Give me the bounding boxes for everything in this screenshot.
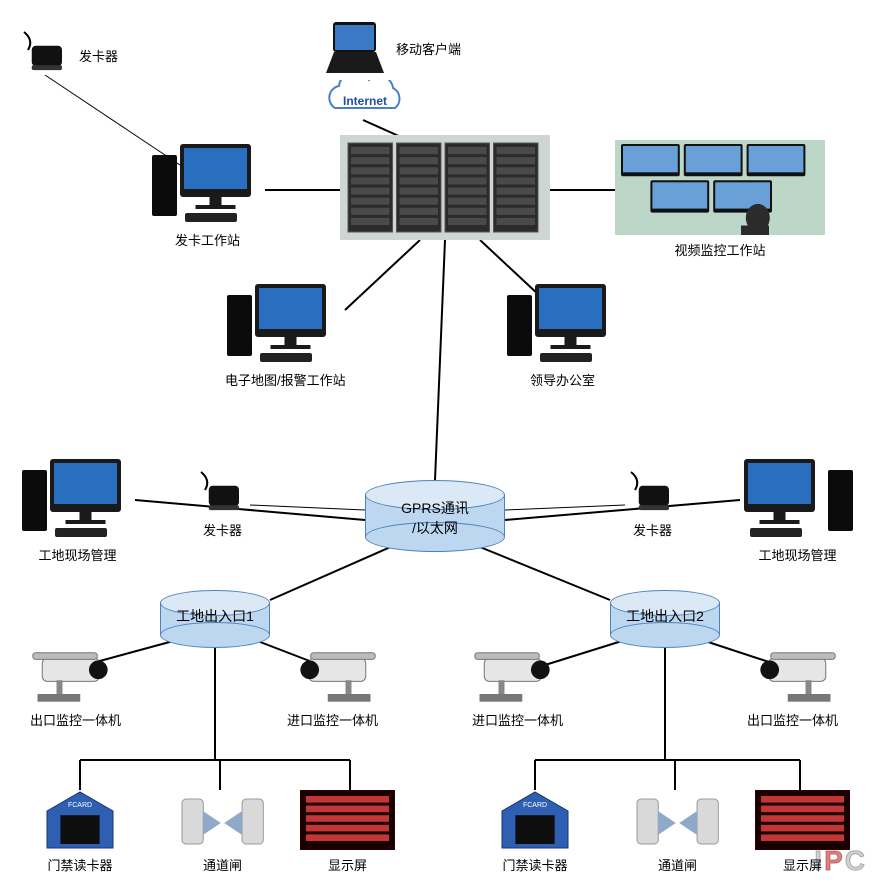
- node-pc_card: 发卡工作站: [150, 140, 265, 249]
- node-pc_leader: 领导办公室: [505, 280, 620, 389]
- turnstile-icon: [180, 790, 265, 853]
- node-reader_l: FCARD 门禁读卡器: [45, 790, 115, 874]
- pc-icon: [150, 140, 265, 228]
- pc-icon: [505, 280, 620, 368]
- node-cam_exit_l: 出口监控一体机: [28, 650, 123, 729]
- node-laptop: 移动客户端: [320, 20, 390, 78]
- label: 门禁读卡器: [45, 855, 115, 874]
- label: 电子地图/报警工作站: [225, 370, 340, 389]
- label: 出口监控一体机: [28, 710, 123, 729]
- issuer-icon: [18, 30, 73, 78]
- edge: [270, 545, 395, 600]
- pc-icon: [225, 280, 340, 368]
- node-gate_l: 通道闸: [180, 790, 265, 874]
- label: 领导办公室: [505, 370, 620, 389]
- label: 发卡器: [79, 46, 118, 65]
- label: 通道闸: [180, 855, 265, 874]
- laptop-icon: [320, 20, 390, 78]
- reader-icon: FCARD: [500, 790, 570, 853]
- turnstile-icon: [635, 790, 720, 853]
- label: 通道闸: [635, 855, 720, 874]
- pc-icon: [20, 455, 135, 543]
- node-pc_emap: 电子地图/报警工作站: [225, 280, 340, 389]
- cylinder-gate2: 工地出入口2: [610, 590, 720, 646]
- reader-icon: FCARD: [45, 790, 115, 853]
- edge: [505, 505, 625, 510]
- node-reader_r: FCARD 门禁读卡器: [500, 790, 570, 874]
- display-icon: [755, 790, 850, 853]
- watermark: IPC: [814, 845, 867, 877]
- node-pc_site_r: 工地现场管理: [740, 455, 855, 564]
- node-cloud: Internet: [320, 80, 410, 123]
- cylinder-gprs: GPRS通讯/以太网: [365, 480, 505, 550]
- label: 出口监控一体机: [745, 710, 840, 729]
- issuer-icon: [625, 470, 680, 518]
- edge: [505, 500, 740, 520]
- edge: [435, 240, 445, 480]
- edge: [135, 500, 365, 520]
- edge: [345, 240, 420, 310]
- node-issuer_r: 发卡器: [625, 470, 680, 539]
- node-server_room: [340, 135, 550, 243]
- issuer-icon: [195, 470, 250, 518]
- node-gate_r: 通道闸: [635, 790, 720, 874]
- svg-text:Internet: Internet: [343, 94, 387, 108]
- label: 视频监控工作站: [615, 240, 825, 259]
- cam-r-icon: [470, 650, 565, 708]
- edge: [475, 545, 610, 600]
- cam-r-icon: [28, 650, 123, 708]
- serverroom-icon: [340, 135, 550, 243]
- node-video_station: 视频监控工作站: [615, 140, 825, 259]
- node-issuer_tl: 发卡器: [18, 30, 73, 78]
- label: 发卡器: [195, 520, 250, 539]
- label: 工地现场管理: [740, 545, 855, 564]
- display-icon: [300, 790, 395, 853]
- cylinder-gate1: 工地出入口1: [160, 590, 270, 646]
- label: 门禁读卡器: [500, 855, 570, 874]
- node-cam_entry_l: 进口监控一体机: [285, 650, 380, 729]
- node-disp_l: 显示屏: [300, 790, 395, 874]
- label: 进口监控一体机: [470, 710, 565, 729]
- cloud-icon: Internet: [320, 80, 410, 123]
- edge: [250, 505, 365, 510]
- label: 发卡器: [625, 520, 680, 539]
- cam-l-icon: [745, 650, 840, 708]
- svg-text:FCARD: FCARD: [523, 802, 547, 809]
- label: 发卡工作站: [150, 230, 265, 249]
- label: 显示屏: [300, 855, 395, 874]
- svg-text:FCARD: FCARD: [68, 802, 92, 809]
- label: 工地现场管理: [20, 545, 135, 564]
- pc-mirror-icon: [740, 455, 855, 543]
- videowall-icon: [615, 140, 825, 238]
- node-pc_site_l: 工地现场管理: [20, 455, 135, 564]
- cam-l-icon: [285, 650, 380, 708]
- label: 移动客户端: [396, 39, 461, 58]
- node-issuer_l: 发卡器: [195, 470, 250, 539]
- label: 进口监控一体机: [285, 710, 380, 729]
- node-cam_exit_r: 出口监控一体机: [745, 650, 840, 729]
- edge-layer: [0, 0, 873, 883]
- node-cam_entry_r: 进口监控一体机: [470, 650, 565, 729]
